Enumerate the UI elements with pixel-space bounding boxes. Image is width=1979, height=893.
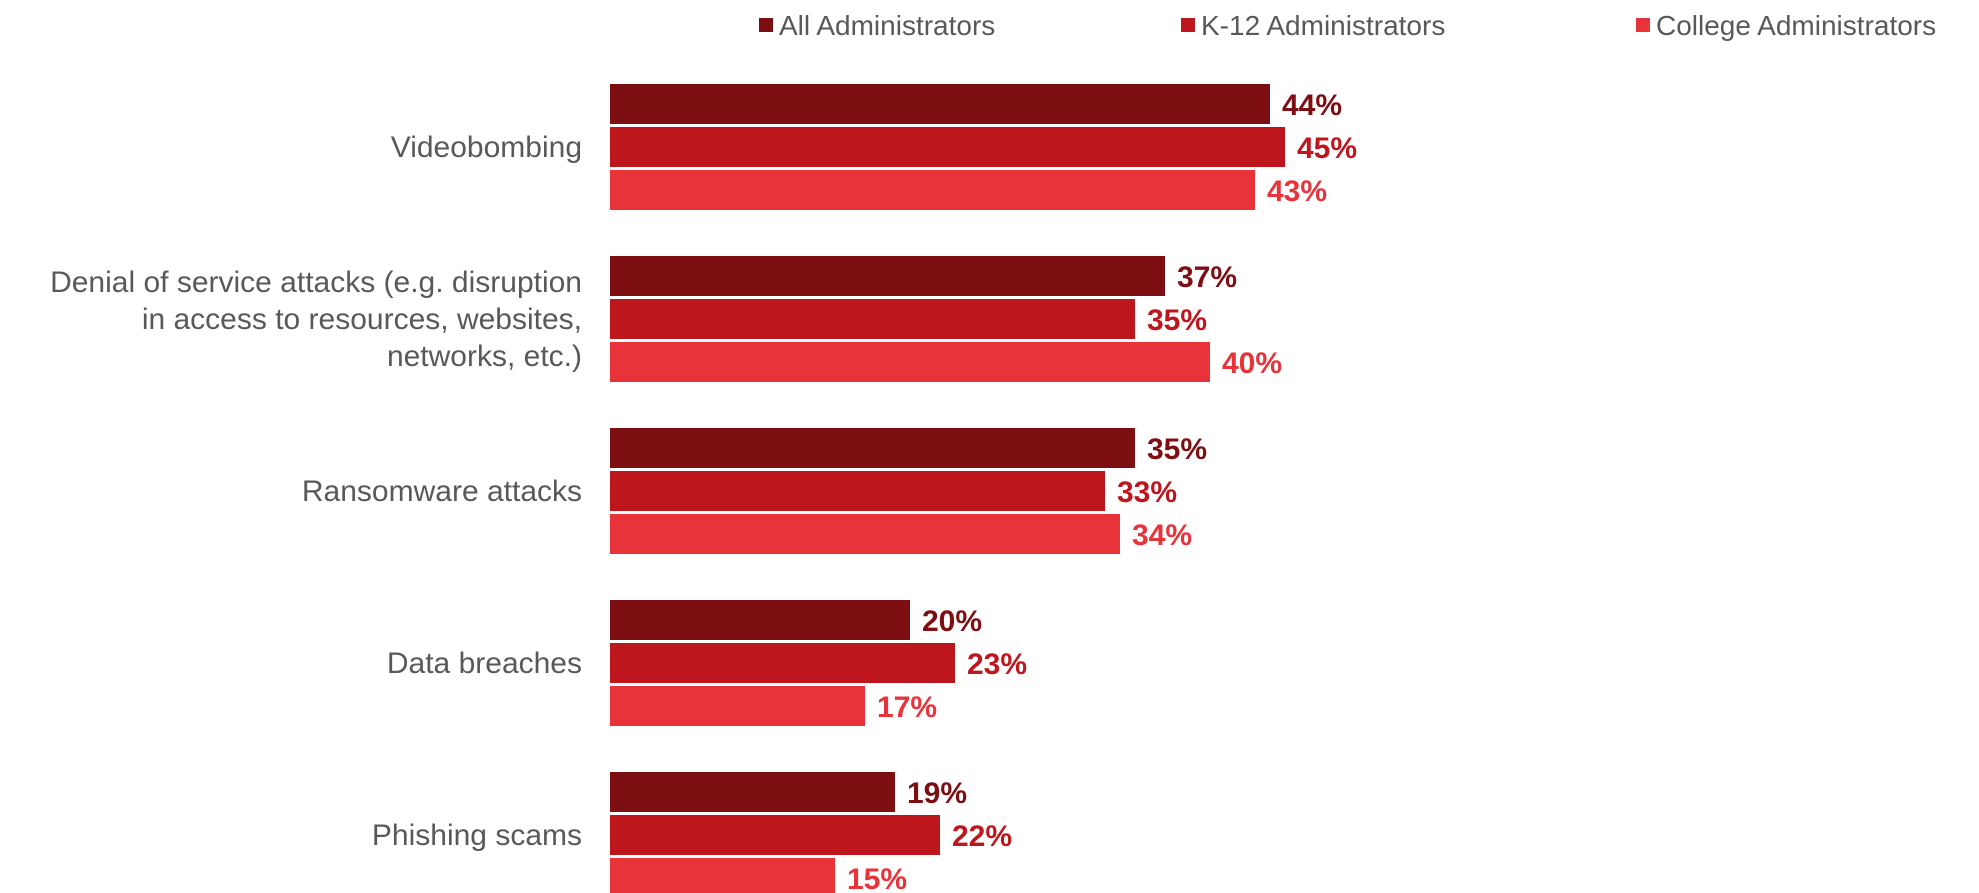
category-label: Phishing scams (372, 819, 582, 852)
data-label: 43% (1267, 175, 1327, 208)
bar (610, 127, 1285, 167)
data-label: 33% (1117, 476, 1177, 509)
data-label: 23% (967, 648, 1027, 681)
category-labels: Videobombing Denial of service attacks (e… (50, 131, 582, 852)
bar (610, 643, 955, 683)
data-label: 15% (847, 863, 907, 893)
bar (610, 686, 865, 726)
bar (610, 858, 835, 893)
bar (610, 256, 1165, 296)
legend-swatch (759, 18, 773, 32)
data-label: 17% (877, 691, 937, 724)
data-label: 45% (1297, 132, 1357, 165)
legend-label: K-12 Administrators (1201, 10, 1445, 41)
category-label: Data breaches (387, 647, 582, 680)
bars (610, 84, 1285, 893)
data-label: 20% (922, 605, 982, 638)
legend: All Administrators K-12 Administrators Col… (759, 10, 1936, 41)
data-label: 37% (1177, 261, 1237, 294)
legend-label: College Administrators (1656, 10, 1936, 41)
data-label: 44% (1282, 89, 1342, 122)
bar (610, 600, 910, 640)
bar (610, 772, 895, 812)
bar (610, 428, 1135, 468)
data-label: 22% (952, 820, 1012, 853)
data-label: 19% (907, 777, 967, 810)
bar (610, 342, 1210, 382)
bar (610, 471, 1105, 511)
bar (610, 299, 1135, 339)
data-label: 34% (1132, 519, 1192, 552)
data-label: 35% (1147, 304, 1207, 337)
data-label: 40% (1222, 347, 1282, 380)
value-labels: 44% 45% 43% 37% 35% 40% 35% 33% 34% 20% 23% 17% 19% 2… (847, 89, 1357, 893)
category-label: networks, etc.) (387, 340, 582, 373)
category-label: Videobombing (391, 131, 582, 164)
data-label: 35% (1147, 433, 1207, 466)
legend-swatch (1181, 18, 1195, 32)
bar (610, 815, 940, 855)
category-label: Ransomware attacks (302, 475, 582, 508)
bar (610, 170, 1255, 210)
bar (610, 84, 1270, 124)
legend-label: All Administrators (779, 10, 995, 41)
legend-swatch (1636, 18, 1650, 32)
category-label: Denial of service attacks (e.g. disrupti… (50, 266, 582, 299)
category-label: in access to resources, websites, (142, 303, 582, 336)
bar (610, 514, 1120, 554)
